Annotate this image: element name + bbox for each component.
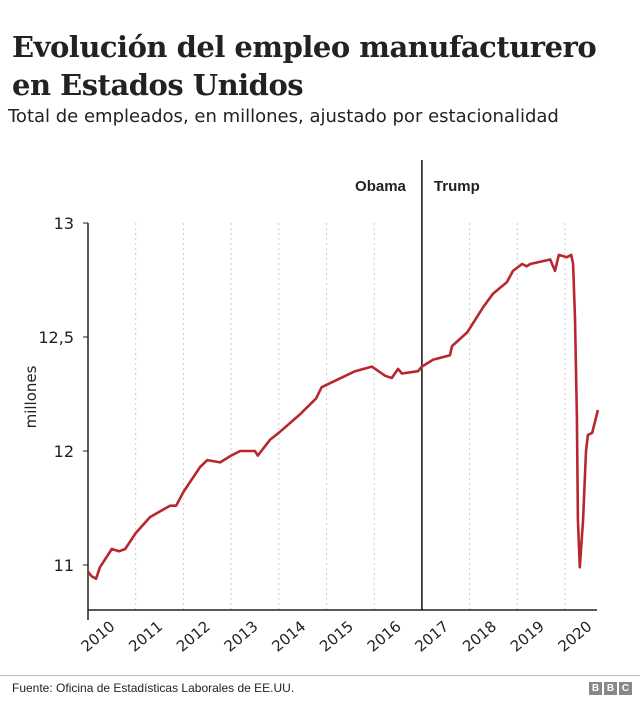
y-tick-label: 13 (54, 214, 74, 233)
x-tick-label: 2018 (459, 617, 500, 655)
x-tick-label: 2016 (364, 617, 405, 655)
x-tick-label: 2013 (221, 617, 262, 655)
y-tick-label: 12,5 (38, 328, 74, 347)
chart-title: Evolución del empleo manufacturero en Est… (12, 28, 597, 104)
x-tick-label: 2015 (316, 617, 357, 655)
x-tick-label: 2014 (268, 617, 309, 655)
y-tick-label: 12 (54, 442, 74, 461)
x-tick-label: 2017 (411, 617, 452, 655)
x-tick-label: 2011 (125, 617, 166, 655)
y-tick-label: 11 (54, 556, 74, 575)
y-axis-label: millones (22, 365, 40, 428)
x-tick-label: 2012 (173, 617, 214, 655)
employment-line (86, 253, 600, 580)
source-note: Fuente: Oficina de Estadísticas Laborale… (12, 681, 295, 695)
chart-subtitle: Total de empleados, en millones, ajustad… (8, 106, 559, 127)
title-line-2: en Estados Unidos (12, 68, 304, 102)
annotation-obama: Obama (355, 178, 407, 195)
annotation-trump: Trump (434, 178, 480, 195)
line-chart: 2010 2011 2012 2013 2014 2015 2016 2017 2018 2019… (22, 160, 600, 656)
title-line-1: Evolución del empleo manufacturero (12, 30, 597, 64)
x-tick-label: 2019 (507, 617, 548, 655)
x-tick-label: 2010 (78, 617, 119, 655)
x-tick-label: 2020 (555, 617, 596, 655)
footer-divider (0, 675, 640, 676)
